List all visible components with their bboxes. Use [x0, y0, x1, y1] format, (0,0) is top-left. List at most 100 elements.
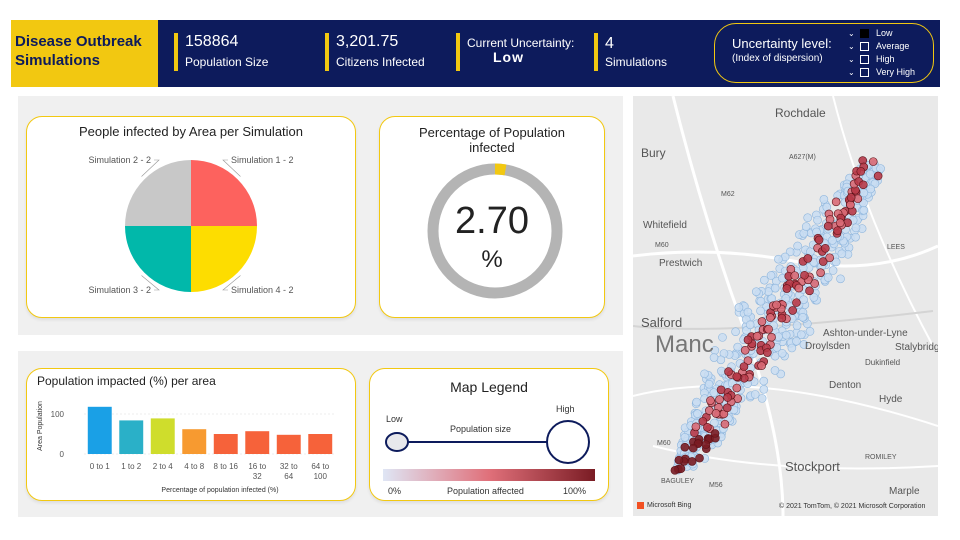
- map-area-dot: [734, 303, 744, 312]
- bing-logo[interactable]: Microsoft Bing: [637, 502, 691, 509]
- donut-chart-title: Percentage of Population infected: [379, 125, 605, 155]
- map-place-label: Hyde: [879, 394, 903, 405]
- map-infected-dot: [706, 396, 715, 405]
- checkbox[interactable]: [860, 54, 869, 64]
- map-place-label: Marple: [889, 486, 920, 497]
- bar[interactable]: [308, 434, 333, 454]
- map-infected-dot: [818, 257, 828, 266]
- map-place-label: Droylsden: [805, 341, 851, 352]
- option-label: Low: [876, 28, 893, 38]
- map-place-label: ROMILEY: [865, 454, 897, 461]
- bar-x-tick-label: 2 to 4: [153, 462, 174, 471]
- bar-y-tick-label: 0: [60, 450, 65, 459]
- header-banner: [11, 20, 940, 87]
- outbreak-map[interactable]: Rochdale Bury A627(M) M62 Whitefield M60…: [633, 96, 938, 516]
- map-infected-dot: [816, 268, 825, 277]
- legend-max-label: 100%: [563, 486, 587, 496]
- kpi-accent-bar: [594, 33, 598, 71]
- map-area-dot: [828, 236, 837, 245]
- map-place-label: Whitefield: [643, 220, 687, 231]
- checkbox[interactable]: [860, 41, 869, 51]
- map-area-dot: [693, 409, 702, 418]
- map-infected-dot: [777, 313, 787, 323]
- bar[interactable]: [276, 434, 301, 454]
- bar-chart-title: Population impacted (%) per area: [37, 374, 216, 388]
- map-brand: Microsoft Bing: [647, 502, 692, 509]
- title-line-2: Simulations: [15, 52, 101, 69]
- bar[interactable]: [119, 420, 144, 454]
- map-infected-dot: [823, 221, 833, 231]
- map-infected-dot: [757, 317, 767, 326]
- checkbox-checked[interactable]: [860, 28, 869, 38]
- map-area-dot: [837, 249, 847, 259]
- map-area-dot: [692, 397, 701, 407]
- bar-chart: 0 100 0 to 1 1 to 2 2 to 4 4 to 8 8 to 16 16 to…: [37, 401, 336, 494]
- map-place-label: Bury: [641, 146, 666, 160]
- pie-slice[interactable]: [191, 226, 257, 292]
- bar-x-tick-label: 64: [284, 472, 293, 481]
- kpi-infected-label: Citizens Infected: [336, 55, 425, 69]
- donut-fill: [427, 163, 563, 299]
- map-infected-dot: [688, 443, 698, 453]
- map-infected-dot: [732, 372, 742, 381]
- pie-slice[interactable]: [125, 160, 191, 226]
- legend-color-ramp: [383, 469, 595, 481]
- map-attribution: © 2021 TomTom, © 2021 Microsoft Corporat…: [779, 503, 926, 510]
- pie-chart-title: People infected by Area per Simulation: [78, 124, 304, 139]
- map-place-label: Prestwich: [659, 258, 703, 269]
- map-infected-dot: [800, 270, 809, 280]
- option-label: Very High: [876, 67, 916, 77]
- map-area-dot: [733, 342, 742, 352]
- kpi-simulations-value: 4: [605, 35, 614, 52]
- pie-slice[interactable]: [125, 226, 191, 292]
- map-area-dot: [680, 432, 690, 442]
- map-area-dot: [803, 213, 812, 223]
- kpi-accent-bar: [174, 33, 178, 71]
- map-area-dot: [700, 369, 709, 379]
- map-infected-dot: [698, 417, 708, 426]
- map-road-label: M56: [709, 482, 723, 489]
- uncertainty-option-high[interactable]: ⌄ High: [848, 53, 895, 65]
- map-area-dot: [805, 327, 815, 336]
- map-infected-dot: [711, 409, 721, 418]
- map-infected-dot: [794, 283, 804, 293]
- legend-gradient-bar: [383, 469, 595, 481]
- checkbox[interactable]: [860, 67, 869, 77]
- map-infected-dot: [831, 197, 841, 207]
- map-infected-dot: [846, 193, 856, 202]
- map-area-dot: [828, 266, 838, 275]
- map-road-label: A627(M): [789, 154, 816, 161]
- map-area-dot: [770, 366, 780, 375]
- microsoft-logo-icon: [637, 502, 644, 509]
- map-area-dot: [759, 376, 769, 386]
- map-infected-dot: [772, 300, 781, 310]
- bar[interactable]: [213, 434, 238, 454]
- map-area-dot: [823, 273, 833, 282]
- map-canvas[interactable]: [633, 96, 938, 516]
- donut-title-line-2: infected: [469, 140, 515, 155]
- map-infected-dot: [873, 171, 883, 181]
- uncertainty-option-very-high[interactable]: ⌄ Very High: [848, 66, 915, 78]
- map-infected-dot: [739, 362, 749, 371]
- map-area-dot: [792, 321, 802, 330]
- map-infected-dot: [835, 218, 845, 228]
- bar[interactable]: [87, 406, 112, 454]
- legend-low-label: Low: [386, 414, 403, 424]
- map-place-label: Rochdale: [775, 106, 826, 120]
- donut-unit: %: [481, 246, 503, 273]
- bar-y-axis-label: Area Population: [37, 401, 44, 451]
- donut-title-line-1: Percentage of Population: [419, 125, 565, 140]
- bar[interactable]: [245, 431, 270, 454]
- uncertainty-option-low[interactable]: ⌄ Low: [848, 27, 893, 39]
- uncertainty-subtitle: (Index of dispersion): [732, 53, 823, 64]
- pie-slice[interactable]: [191, 160, 257, 226]
- uncertainty-option-average[interactable]: ⌄ Average: [848, 40, 909, 52]
- map-area-dot: [704, 379, 714, 389]
- bar[interactable]: [182, 429, 207, 454]
- bar[interactable]: [150, 418, 175, 454]
- map-area-dot: [801, 222, 811, 231]
- bar-x-tick-label: 16 to: [248, 462, 266, 471]
- bar-x-tick-label: 1 to 2: [121, 462, 142, 471]
- map-area-dot: [836, 274, 845, 284]
- donut-chart-card: [379, 116, 605, 318]
